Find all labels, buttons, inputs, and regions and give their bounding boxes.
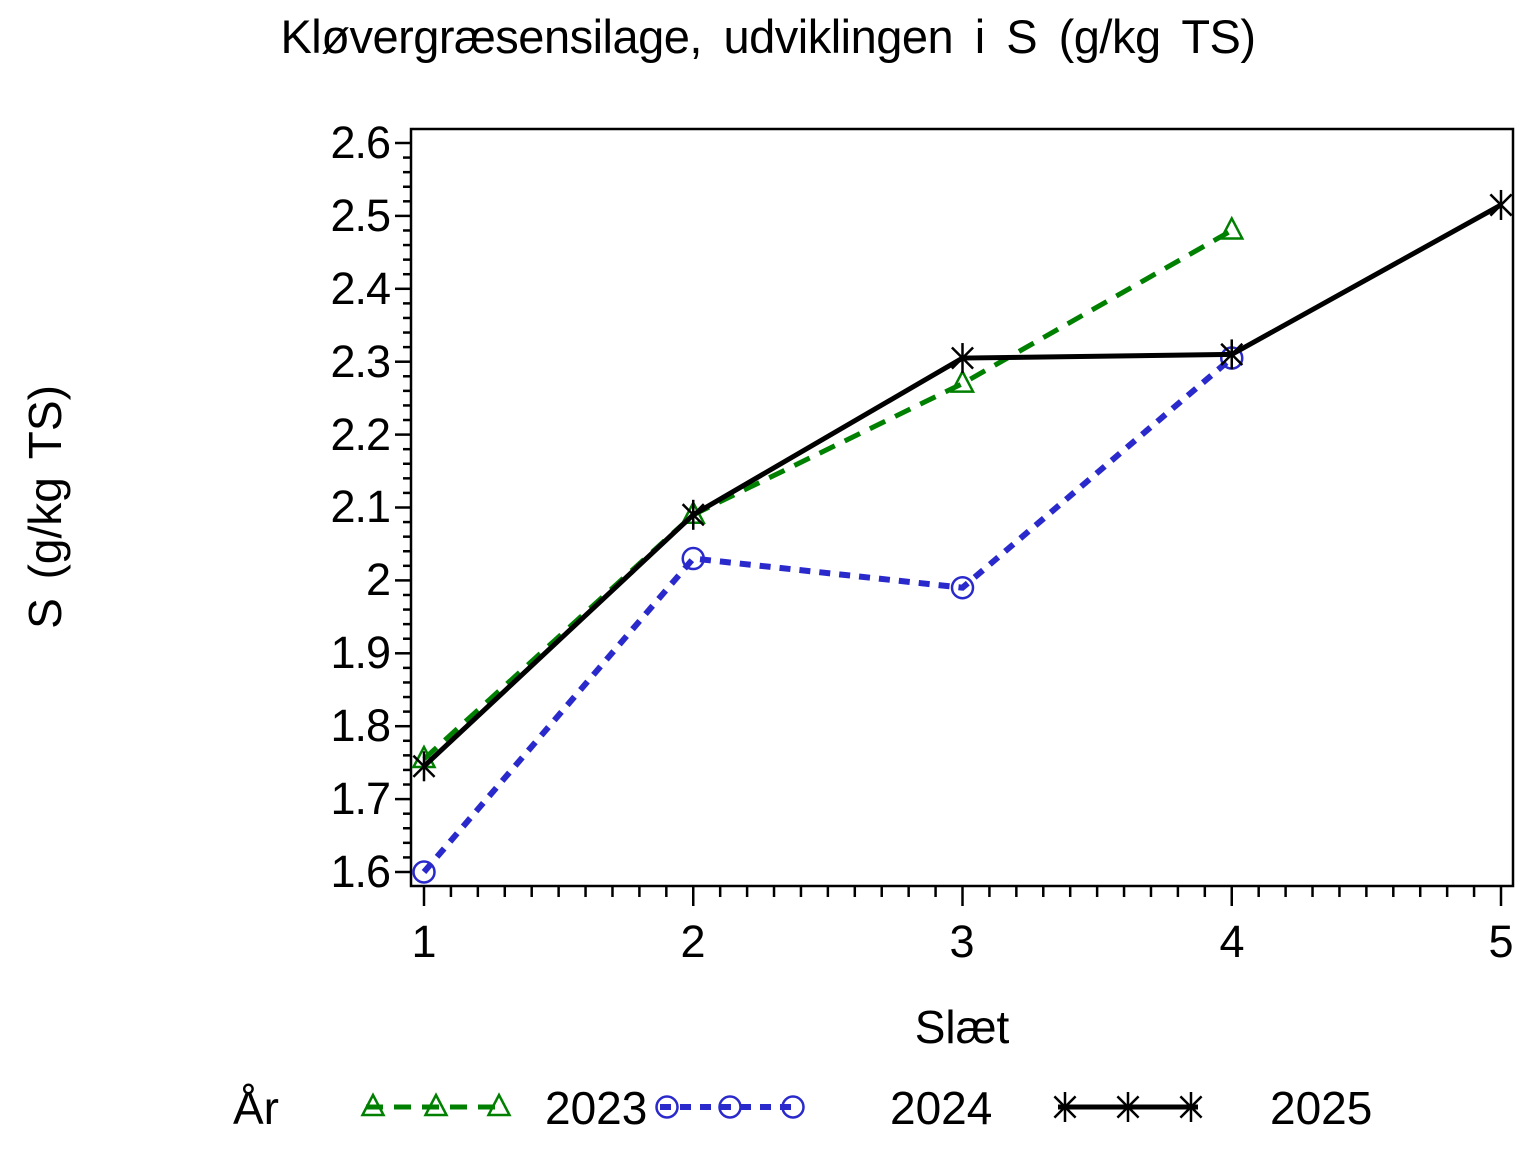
y-tick-label: 1.7: [330, 773, 391, 824]
circle-marker: [718, 1095, 742, 1119]
y-tick-label: 1.8: [330, 700, 391, 751]
asterisk-marker: [681, 499, 705, 530]
asterisk-marker: [951, 343, 974, 374]
series-2023: [411, 215, 1245, 769]
asterisk-marker: [1220, 339, 1244, 370]
asterisk-marker: [1116, 1092, 1140, 1122]
y-tick-label: 2.2: [330, 409, 391, 460]
legend-swatch-2024: [655, 1095, 805, 1119]
legend-swatch-2025: [1053, 1092, 1203, 1122]
y-tick-label: 1.9: [330, 627, 391, 678]
triangle-marker: [423, 1092, 449, 1117]
circle-marker: [412, 860, 436, 884]
y-tick-label: 2.6: [330, 117, 391, 168]
x-tick-label: 5: [1488, 916, 1514, 967]
x-axis-ticks: [422, 886, 1503, 906]
y-axis-ticks: [395, 141, 411, 874]
y-tick-label: 2.1: [330, 481, 391, 532]
y-tick-label: 2.4: [330, 263, 391, 314]
x-tick-label: 3: [949, 916, 975, 967]
triangle-marker: [949, 368, 976, 393]
asterisk-marker: [1053, 1092, 1077, 1122]
asterisk-marker: [1179, 1092, 1203, 1122]
legend-entry-2025: 2025: [1270, 1082, 1373, 1134]
y-tick-label: 2: [365, 554, 391, 605]
legend-swatch-2023: [360, 1092, 512, 1117]
circle-marker: [681, 546, 705, 571]
triangle-marker: [1219, 215, 1245, 240]
triangle-marker: [486, 1092, 512, 1117]
asterisk-marker: [412, 751, 436, 782]
x-tick-label: 4: [1219, 916, 1245, 967]
series-2024: [412, 346, 1244, 884]
circle-marker: [655, 1095, 679, 1119]
x-axis-label: Slæt: [914, 1001, 1010, 1053]
x-tick-label: 1: [411, 916, 437, 967]
y-tick-label: 1.6: [330, 846, 391, 897]
asterisk-marker: [1489, 189, 1513, 220]
legend-title: År: [233, 1082, 279, 1134]
series-2025: [412, 189, 1513, 782]
plot-frame: [409, 127, 1515, 888]
triangle-marker: [360, 1092, 386, 1117]
x-tick-label: 2: [680, 916, 706, 967]
chart-title: Kløvergræsensilage, udviklingen i S (g/k…: [280, 10, 1256, 63]
y-tick-label: 2.3: [330, 336, 391, 387]
legend-entry-2023: 2023: [545, 1082, 648, 1134]
legend-entry-2024: 2024: [890, 1082, 993, 1134]
circle-marker: [950, 575, 975, 600]
y-tick-label: 2.5: [330, 190, 391, 241]
circle-marker: [781, 1095, 805, 1119]
